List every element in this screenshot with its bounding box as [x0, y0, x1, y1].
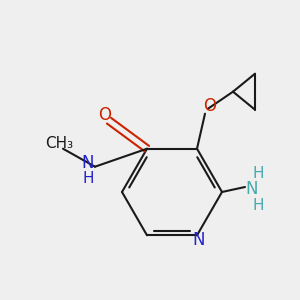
- Text: O: O: [98, 106, 112, 124]
- Text: N: N: [193, 231, 205, 249]
- Text: N: N: [246, 180, 258, 198]
- Text: CH₃: CH₃: [45, 136, 73, 151]
- Text: H: H: [252, 166, 264, 181]
- Text: O: O: [203, 97, 217, 115]
- Text: H: H: [82, 171, 94, 186]
- Text: H: H: [252, 197, 264, 212]
- Text: N: N: [82, 154, 94, 172]
